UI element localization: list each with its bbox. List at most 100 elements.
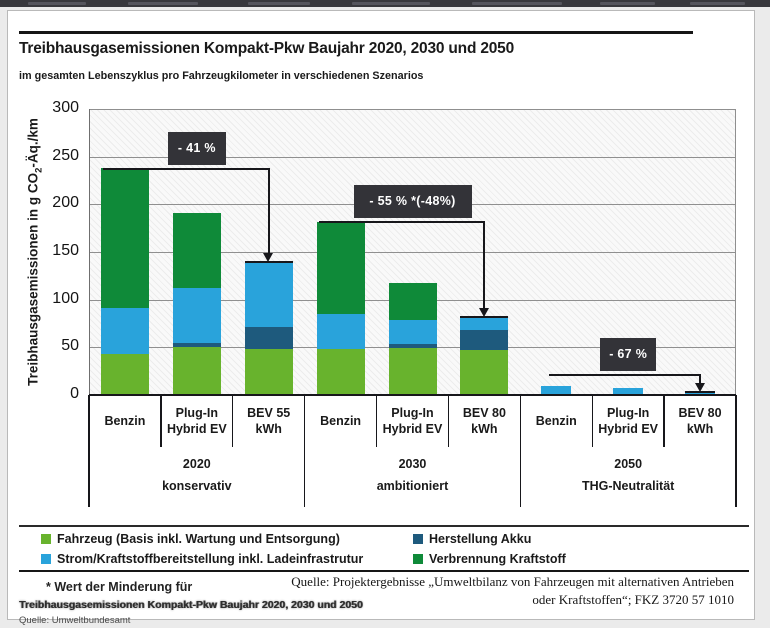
- bar-4-segment-fahrzeug: [388, 348, 437, 395]
- legend-item-akku: Herstellung Akku: [413, 532, 531, 546]
- bar-5-segment-akku: [460, 330, 509, 351]
- annotation-0-hline: [102, 168, 269, 170]
- annotation-0-label-box: - 41 %: [167, 132, 226, 166]
- annotation-1-hline: [318, 221, 485, 224]
- source-right-line1: Quelle: Projektergebnisse „Umweltbilanz …: [291, 574, 734, 589]
- legend-label-fahrzeug: Fahrzeug (Basis inkl. Wartung und Entsor…: [57, 532, 340, 546]
- plot-right-border: [735, 109, 736, 395]
- arrow-down-icon: [694, 383, 705, 393]
- y-tick-label-0: 0: [70, 385, 79, 402]
- y-tick-label-150: 150: [52, 242, 79, 259]
- x-category-label-4: Plug-In Hybrid EV: [377, 395, 449, 447]
- axis-divider-line: [447, 395, 450, 447]
- legend-rule-top: [19, 525, 749, 527]
- bar-5-segment-strom: [460, 316, 509, 331]
- group-year: 2030: [398, 457, 427, 471]
- bar-2-segment-strom: [244, 261, 293, 328]
- x-category-label-6: Benzin: [520, 395, 592, 447]
- legend-item-strom: Strom/Kraftstoffbereitstellung inkl. Lad…: [41, 552, 363, 566]
- bar-0-segment-verbrennung: [100, 168, 149, 309]
- axis-divider-line: [375, 395, 378, 447]
- x-category-label-line: Plug-In: [606, 406, 650, 420]
- window-tab-hint: [128, 1, 198, 5]
- window-top-strip: [0, 0, 770, 7]
- bar-1-segment-akku: [172, 342, 221, 348]
- x-category-label-line: Hybrid EV: [598, 422, 659, 436]
- bar-1-segment-strom: [172, 288, 221, 343]
- scenario-group-label-2020: 2020 konservativ: [89, 447, 305, 507]
- x-category-label-line: Benzin: [104, 414, 146, 428]
- bar-3-segment-strom: [316, 313, 365, 350]
- y-tick-label-200: 200: [52, 194, 79, 212]
- annotation-1-target-tick: [460, 315, 509, 318]
- bar-3-segment-verbrennung: [316, 221, 365, 314]
- annotation-2-label-box: - 67 %: [600, 338, 657, 372]
- legend-label-akku: Herstellung Akku: [429, 532, 532, 546]
- scenario-group-label-2050: 2050 THG-Neutralität: [520, 447, 736, 507]
- group-year: 2020: [182, 457, 211, 471]
- y-tick-label-250: 250: [52, 146, 79, 164]
- y-tick-label-100: 100: [52, 289, 79, 307]
- x-category-label-line: BEV 80: [678, 406, 722, 420]
- bar-2-segment-akku: [244, 327, 293, 350]
- chart-subtitle: im gesamten Lebenszyklus pro Fahrzeugkil…: [19, 70, 424, 82]
- grid-line-250: [89, 156, 736, 158]
- bar-4-segment-akku: [388, 343, 437, 349]
- x-category-label-line: BEV 80: [462, 406, 506, 420]
- bar-4-segment-verbrennung: [388, 282, 437, 320]
- window-tab-hint: [690, 1, 745, 5]
- x-category-label-7: Plug-In Hybrid EV: [592, 395, 664, 447]
- window-tab-hint: [248, 1, 310, 5]
- bar-0-segment-strom: [100, 308, 149, 354]
- chart-title: Treibhausgasemissionen Kompakt-Pkw Bauja…: [19, 40, 514, 57]
- window-tab-hint: [28, 1, 86, 5]
- figure-card: Treibhausgasemissionen Kompakt-Pkw Bauja…: [7, 10, 755, 626]
- legend-item-fahrzeug: Fahrzeug (Basis inkl. Wartung und Entsor…: [41, 532, 340, 546]
- x-category-label-line: kWh: [686, 422, 714, 436]
- annotation-2-vline: [699, 374, 701, 384]
- x-category-label-line: Plug-In: [391, 406, 434, 420]
- x-category-label-line: Hybrid EV: [382, 422, 443, 436]
- bar-3-segment-fahrzeug: [316, 349, 365, 395]
- x-axis-line: [89, 394, 736, 396]
- axis-divider-line: [591, 395, 593, 447]
- x-category-label-line: BEV 55: [247, 406, 291, 420]
- legend-item-verbrennung: Verbrennung Kraftstoff: [413, 552, 566, 566]
- x-category-label-1: Plug-In Hybrid EV: [161, 395, 233, 447]
- bar-4-segment-strom: [388, 319, 437, 344]
- plot-left-border: [89, 109, 90, 395]
- axis-divider-line: [519, 395, 522, 507]
- annotation-0-target-tick: [244, 260, 293, 263]
- x-category-label-2: BEV 55 kWh: [233, 395, 305, 447]
- axis-divider-line: [160, 395, 162, 447]
- footnote-asterisk: * Wert der Minderung für: [46, 580, 193, 594]
- legend-rule-bottom: [19, 570, 749, 573]
- bar-6-segment-strom: [541, 385, 572, 395]
- window-tab-hint: [352, 1, 430, 5]
- annotation-0-vline: [267, 168, 270, 253]
- figure-caption: Treibhausgasemissionen Kompakt-Pkw Bauja…: [19, 599, 363, 611]
- y-axis-title-subscript: 2: [33, 167, 45, 173]
- legend-label-verbrennung: Verbrennung Kraftstoff: [429, 552, 566, 566]
- scenario-group-label-2030: 2030 ambitioniert: [305, 447, 521, 507]
- group-scenario: ambitioniert: [376, 479, 449, 493]
- bar-1-segment-verbrennung: [172, 212, 221, 289]
- x-category-label-line: kWh: [471, 422, 498, 436]
- annotation-2-hline: [549, 374, 701, 376]
- x-category-label-0: Benzin: [89, 395, 161, 447]
- x-category-label-8: BEV 80 kWh: [664, 395, 736, 447]
- axis-divider-line: [88, 395, 90, 507]
- bar-5-segment-fahrzeug: [460, 350, 509, 395]
- annotation-1-label-box: - 55 % *(-48%): [353, 185, 472, 219]
- bar-0-segment-fahrzeug: [100, 354, 149, 395]
- x-category-label-line: kWh: [255, 422, 282, 436]
- axis-divider-line: [232, 395, 234, 447]
- bar-7-segment-strom: [613, 388, 644, 395]
- grid-line-150: [89, 252, 736, 253]
- annotation-2-target-tick: [685, 391, 716, 394]
- legend-swatch-verbrennung: [413, 554, 423, 564]
- chart-plot-area: - 41 % - 55 % *(-48%) - 67 %: [89, 109, 736, 395]
- x-category-label-line: Benzin: [320, 414, 362, 428]
- grid-line-300: [89, 109, 736, 110]
- group-year: 2050: [614, 457, 643, 471]
